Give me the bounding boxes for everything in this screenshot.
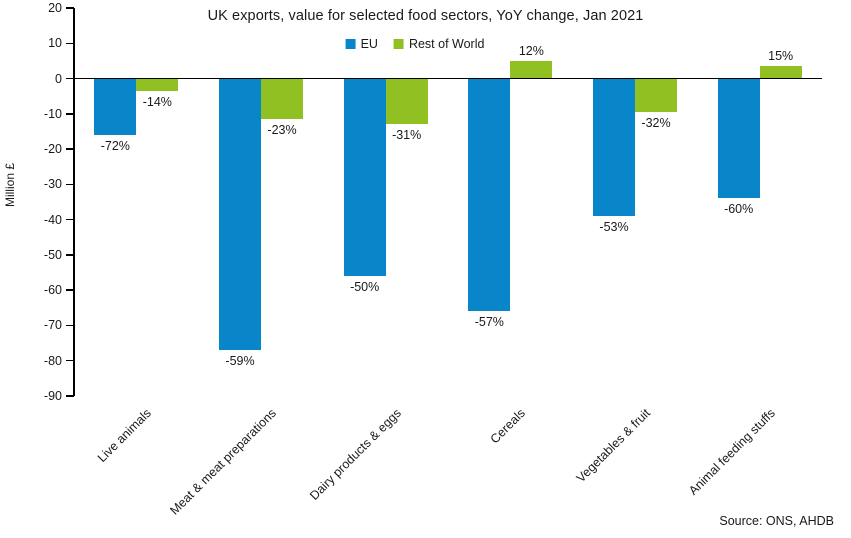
y-tick-label-10: 10 xyxy=(48,36,62,51)
y-axis-line xyxy=(73,8,75,396)
y-tick-mark-20 xyxy=(66,7,74,9)
data-label-eu-vegetables-fruit: -53% xyxy=(599,220,629,235)
data-label-row-vegetables-fruit: -32% xyxy=(641,116,671,131)
bar-row-vegetables-fruit xyxy=(635,78,677,113)
data-label-row-animal-feeding-stuffs: 15% xyxy=(768,49,794,64)
bar-eu-vegetables-fruit xyxy=(593,78,635,217)
bar-eu-cereals xyxy=(468,78,511,312)
y-tick-label--60: -60 xyxy=(43,283,62,298)
legend-label-eu: EU xyxy=(360,37,378,51)
bar-row-cereals xyxy=(510,60,553,79)
bar-row-dairy-products-eggs xyxy=(385,78,428,125)
y-tick-mark-10 xyxy=(66,42,74,45)
y-tick-label-20: 20 xyxy=(48,1,62,15)
rest-of-world-swatch-icon xyxy=(393,39,404,49)
y-tick-mark--80 xyxy=(66,359,74,362)
data-label-eu-meat-meat-preparations: -59% xyxy=(225,354,255,369)
data-label-row-cereals: 12% xyxy=(518,43,544,58)
bar-row-live-animals xyxy=(136,78,179,91)
y-tick-mark--10 xyxy=(66,113,74,115)
y-tick-mark--90 xyxy=(66,395,74,397)
legend-item-eu: EU xyxy=(345,37,378,51)
y-tick-mark--30 xyxy=(66,183,74,186)
chart-title: UK exports, value for selected food sect… xyxy=(207,8,644,24)
bar-row-animal-feeding-stuffs xyxy=(759,66,802,79)
y-tick-label--80: -80 xyxy=(43,353,62,368)
data-label-eu-live-animals: -72% xyxy=(100,138,130,153)
y-tick-label-0: 0 xyxy=(55,71,62,86)
legend: EU Rest of World xyxy=(345,37,485,51)
y-tick-label--50: -50 xyxy=(43,247,62,262)
source-note: Source: ONS, AHDB xyxy=(719,514,834,528)
y-tick-mark--60 xyxy=(66,289,74,291)
data-label-eu-cereals: -57% xyxy=(474,315,504,330)
y-tick-mark--40 xyxy=(66,218,74,221)
data-label-eu-dairy-products-eggs: -50% xyxy=(350,280,380,295)
category-label-live-animals: Live animals xyxy=(95,406,155,466)
y-tick-mark-0 xyxy=(66,77,74,80)
y-tick-label--10: -10 xyxy=(43,106,62,121)
legend-label-rest-of-world: Rest of World xyxy=(408,37,485,51)
y-tick-label--30: -30 xyxy=(43,177,62,192)
y-tick-label--70: -70 xyxy=(43,318,62,333)
bar-eu-animal-feeding-stuffs xyxy=(717,78,760,199)
data-label-row-dairy-products-eggs: -31% xyxy=(392,128,422,143)
legend-item-rest-of-world: Rest of World xyxy=(393,37,485,51)
bar-row-meat-meat-preparations xyxy=(261,78,303,120)
y-tick-mark--20 xyxy=(66,148,74,150)
eu-swatch-icon xyxy=(345,39,356,49)
zero-baseline xyxy=(74,77,822,80)
data-label-row-meat-meat-preparations: -23% xyxy=(267,123,297,138)
y-tick-label--90: -90 xyxy=(43,389,62,403)
y-tick-label--20: -20 xyxy=(43,142,62,157)
y-tick-label--40: -40 xyxy=(43,212,62,227)
data-label-eu-animal-feeding-stuffs: -60% xyxy=(724,202,754,217)
data-label-row-live-animals: -14% xyxy=(142,94,172,109)
bar-eu-dairy-products-eggs xyxy=(343,78,386,277)
y-tick-mark--50 xyxy=(66,254,74,256)
bar-eu-meat-meat-preparations xyxy=(219,78,261,351)
bar-eu-live-animals xyxy=(94,78,137,135)
y-tick-mark--70 xyxy=(66,324,74,327)
